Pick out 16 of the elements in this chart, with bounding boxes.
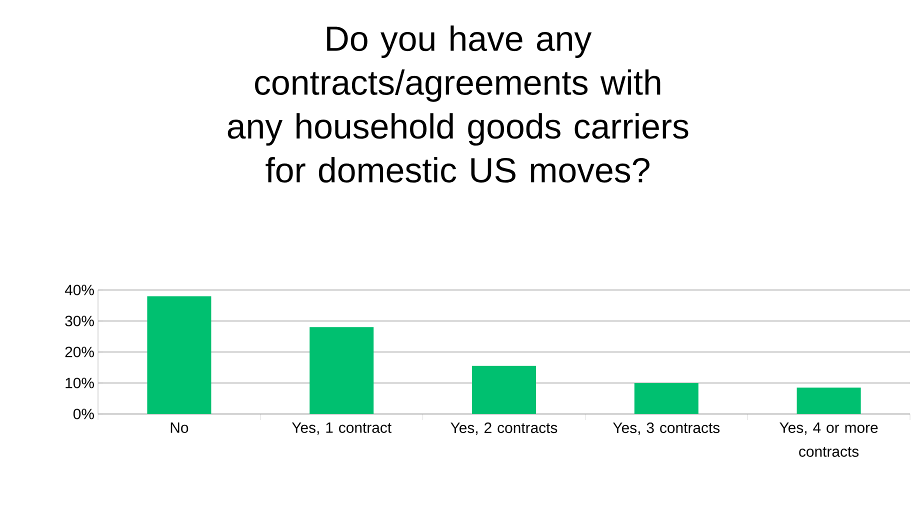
bar	[310, 327, 374, 414]
y-tick-label: 40%	[64, 284, 94, 296]
x-tick-label: Yes, 3 contracts	[613, 422, 720, 435]
bar	[147, 296, 212, 414]
y-tick-label: 20%	[65, 346, 94, 358]
x-tick-label: Yes, 1 contract	[292, 422, 392, 435]
x-tick-label: Yes, 4 or more contracts	[780, 422, 878, 457]
bar	[796, 388, 861, 414]
bar	[472, 366, 536, 414]
x-tick-label: No	[170, 422, 188, 433]
y-tick-label: 0%	[73, 408, 94, 420]
chart-title: Do you have any contracts/agreements with any household goods carriers for domestic US moves?	[228, 26, 688, 183]
y-tick-label: 10%	[66, 378, 94, 388]
y-tick-label: 30%	[65, 316, 94, 326]
x-tick-label: Yes, 2 contracts	[450, 422, 558, 435]
bar	[634, 382, 698, 414]
